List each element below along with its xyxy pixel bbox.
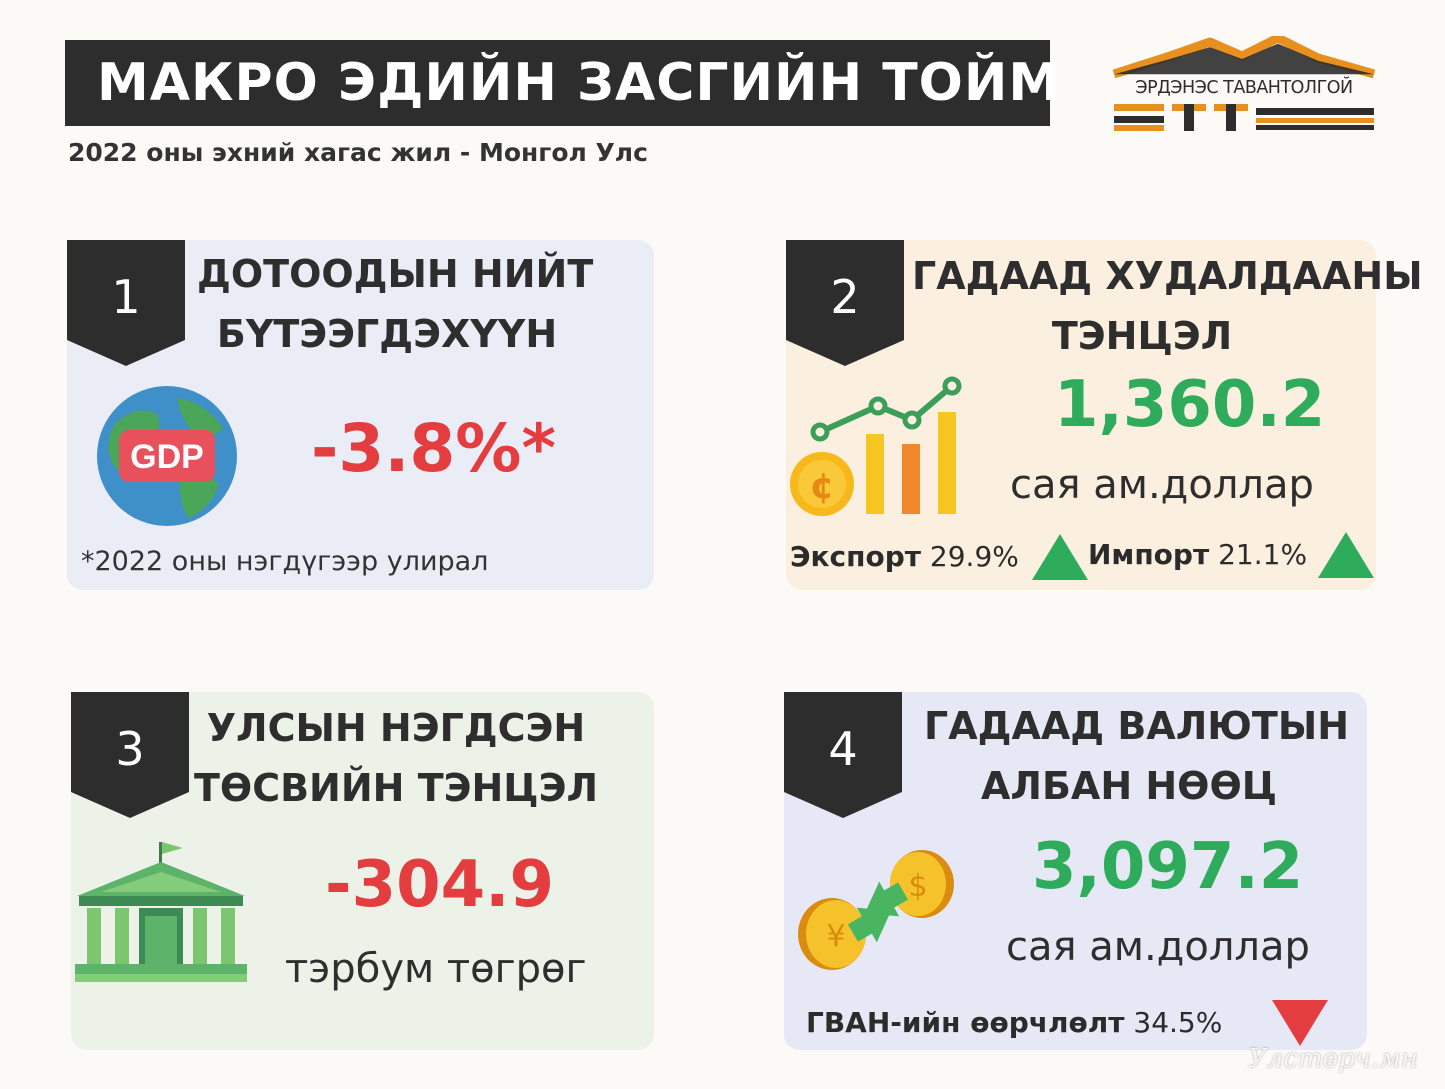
logo-text: ЭРДЭНЭС ТАВАНТОЛГОЙ [1135, 78, 1353, 98]
card-trade-balance: 2 ГАДААД ХУДАЛДААНЫ ТЭНЦЭЛ ¢ 1,360.2 сая… [786, 240, 1423, 590]
card-title-line: ГАДААД ВАЛЮТЫН [924, 704, 1349, 748]
currency-exchange-icon: $ ¥ [798, 850, 954, 970]
gdp-note: *2022 оны нэгдүгээр улирал [81, 546, 489, 577]
number-badge [784, 692, 902, 818]
fx-reserves-value: 3,097.2 [1032, 830, 1304, 904]
card-title-line: ГАДААД ХУДАЛДААНЫ [912, 254, 1423, 298]
gdp-value: -3.8%* [311, 410, 556, 487]
card-number: 3 [115, 722, 145, 776]
card-title-line: БҮТЭЭГДЭХҮҮН [216, 312, 558, 356]
svg-text:¥: ¥ [826, 919, 845, 954]
export-stat: Экспорт 29.9% [790, 540, 1019, 573]
card-title: ГАДААД ВАЛЮТЫН АЛБАН НӨӨЦ [924, 696, 1349, 816]
import-value: 21.1% [1218, 538, 1308, 571]
import-stat: Импорт 21.1% [1088, 538, 1307, 571]
card-gdp: 1 ДОТООДЫН НИЙТ БҮТЭЭГДЭХҮҮН GDP -3.8%* … [67, 240, 654, 590]
card-title-line: ТЭНЦЭЛ [1051, 314, 1233, 358]
triangle-down-icon [1272, 1000, 1328, 1046]
import-label: Импорт [1088, 538, 1210, 571]
card-budget-balance: 3 УЛСЫН НЭГДСЭН ТӨСВИЙН ТЭНЦЭЛ -304.9 тэ… [71, 692, 654, 1050]
growth-chart-icon: ¢ [790, 376, 962, 516]
card-number: 2 [830, 270, 860, 324]
export-label: Экспорт [790, 540, 922, 573]
card-title-line: АЛБАН НӨӨЦ [980, 764, 1278, 808]
budget-balance-unit: тэрбум төгрөг [285, 946, 587, 992]
card-title: УЛСЫН НЭГДСЭН ТӨСВИЙН ТЭНЦЭЛ [191, 698, 601, 818]
budget-balance-value: -304.9 [325, 848, 554, 922]
card-title-line: ТӨСВИЙН ТЭНЦЭЛ [193, 766, 599, 810]
export-value: 29.9% [929, 540, 1019, 573]
fx-change-value: 34.5% [1133, 1006, 1223, 1039]
trade-balance-unit: сая ам.доллар [1010, 462, 1314, 508]
card-title-line: УЛСЫН НЭГДСЭН [206, 706, 586, 750]
erdenes-tavantolgoi-logo: ЭРДЭНЭС ТАВАНТОЛГОЙ [1110, 33, 1378, 132]
triangle-up-icon [1032, 534, 1088, 580]
trade-balance-value: 1,360.2 [1054, 368, 1326, 442]
page-subtitle: 2022 оны эхний хагас жил - Монгол Улс [68, 138, 648, 167]
card-title-line: ДОТООДЫН НИЙТ [197, 252, 594, 296]
number-badge [67, 240, 185, 366]
card-title: ДОТООДЫН НИЙТ БҮТЭЭГДЭХҮҮН [197, 244, 594, 364]
watermark: Улстөрч.мн [1248, 1044, 1418, 1074]
fx-change-stat: ГВАН-ийн өөрчлөлт 34.5% [806, 1006, 1222, 1039]
fx-change-label: ГВАН-ийн өөрчлөлт [806, 1006, 1125, 1039]
mountain-logo-icon [1112, 33, 1376, 131]
card-fx-reserves: 4 ГАДААД ВАЛЮТЫН АЛБАН НӨӨЦ $ ¥ 3,097.2 … [784, 692, 1367, 1050]
number-badge [71, 692, 189, 818]
government-building-icon [75, 842, 247, 982]
title-banner: МАКРО ЭДИЙН ЗАСГИЙН ТОЙМ [65, 40, 1060, 126]
gdp-icon-label: GDP [130, 438, 204, 476]
globe-gdp-icon: GDP [97, 386, 237, 526]
number-badge [786, 240, 904, 366]
triangle-up-icon [1318, 532, 1374, 578]
card-title: ГАДААД ХУДАЛДААНЫ ТЭНЦЭЛ [912, 246, 1423, 366]
page-title: МАКРО ЭДИЙН ЗАСГИЙН ТОЙМ [97, 53, 1062, 113]
svg-text:¢: ¢ [809, 466, 834, 507]
svg-text:$: $ [908, 869, 927, 904]
card-number: 4 [828, 722, 858, 776]
fx-reserves-unit: сая ам.доллар [1006, 924, 1310, 970]
card-number: 1 [111, 270, 141, 324]
